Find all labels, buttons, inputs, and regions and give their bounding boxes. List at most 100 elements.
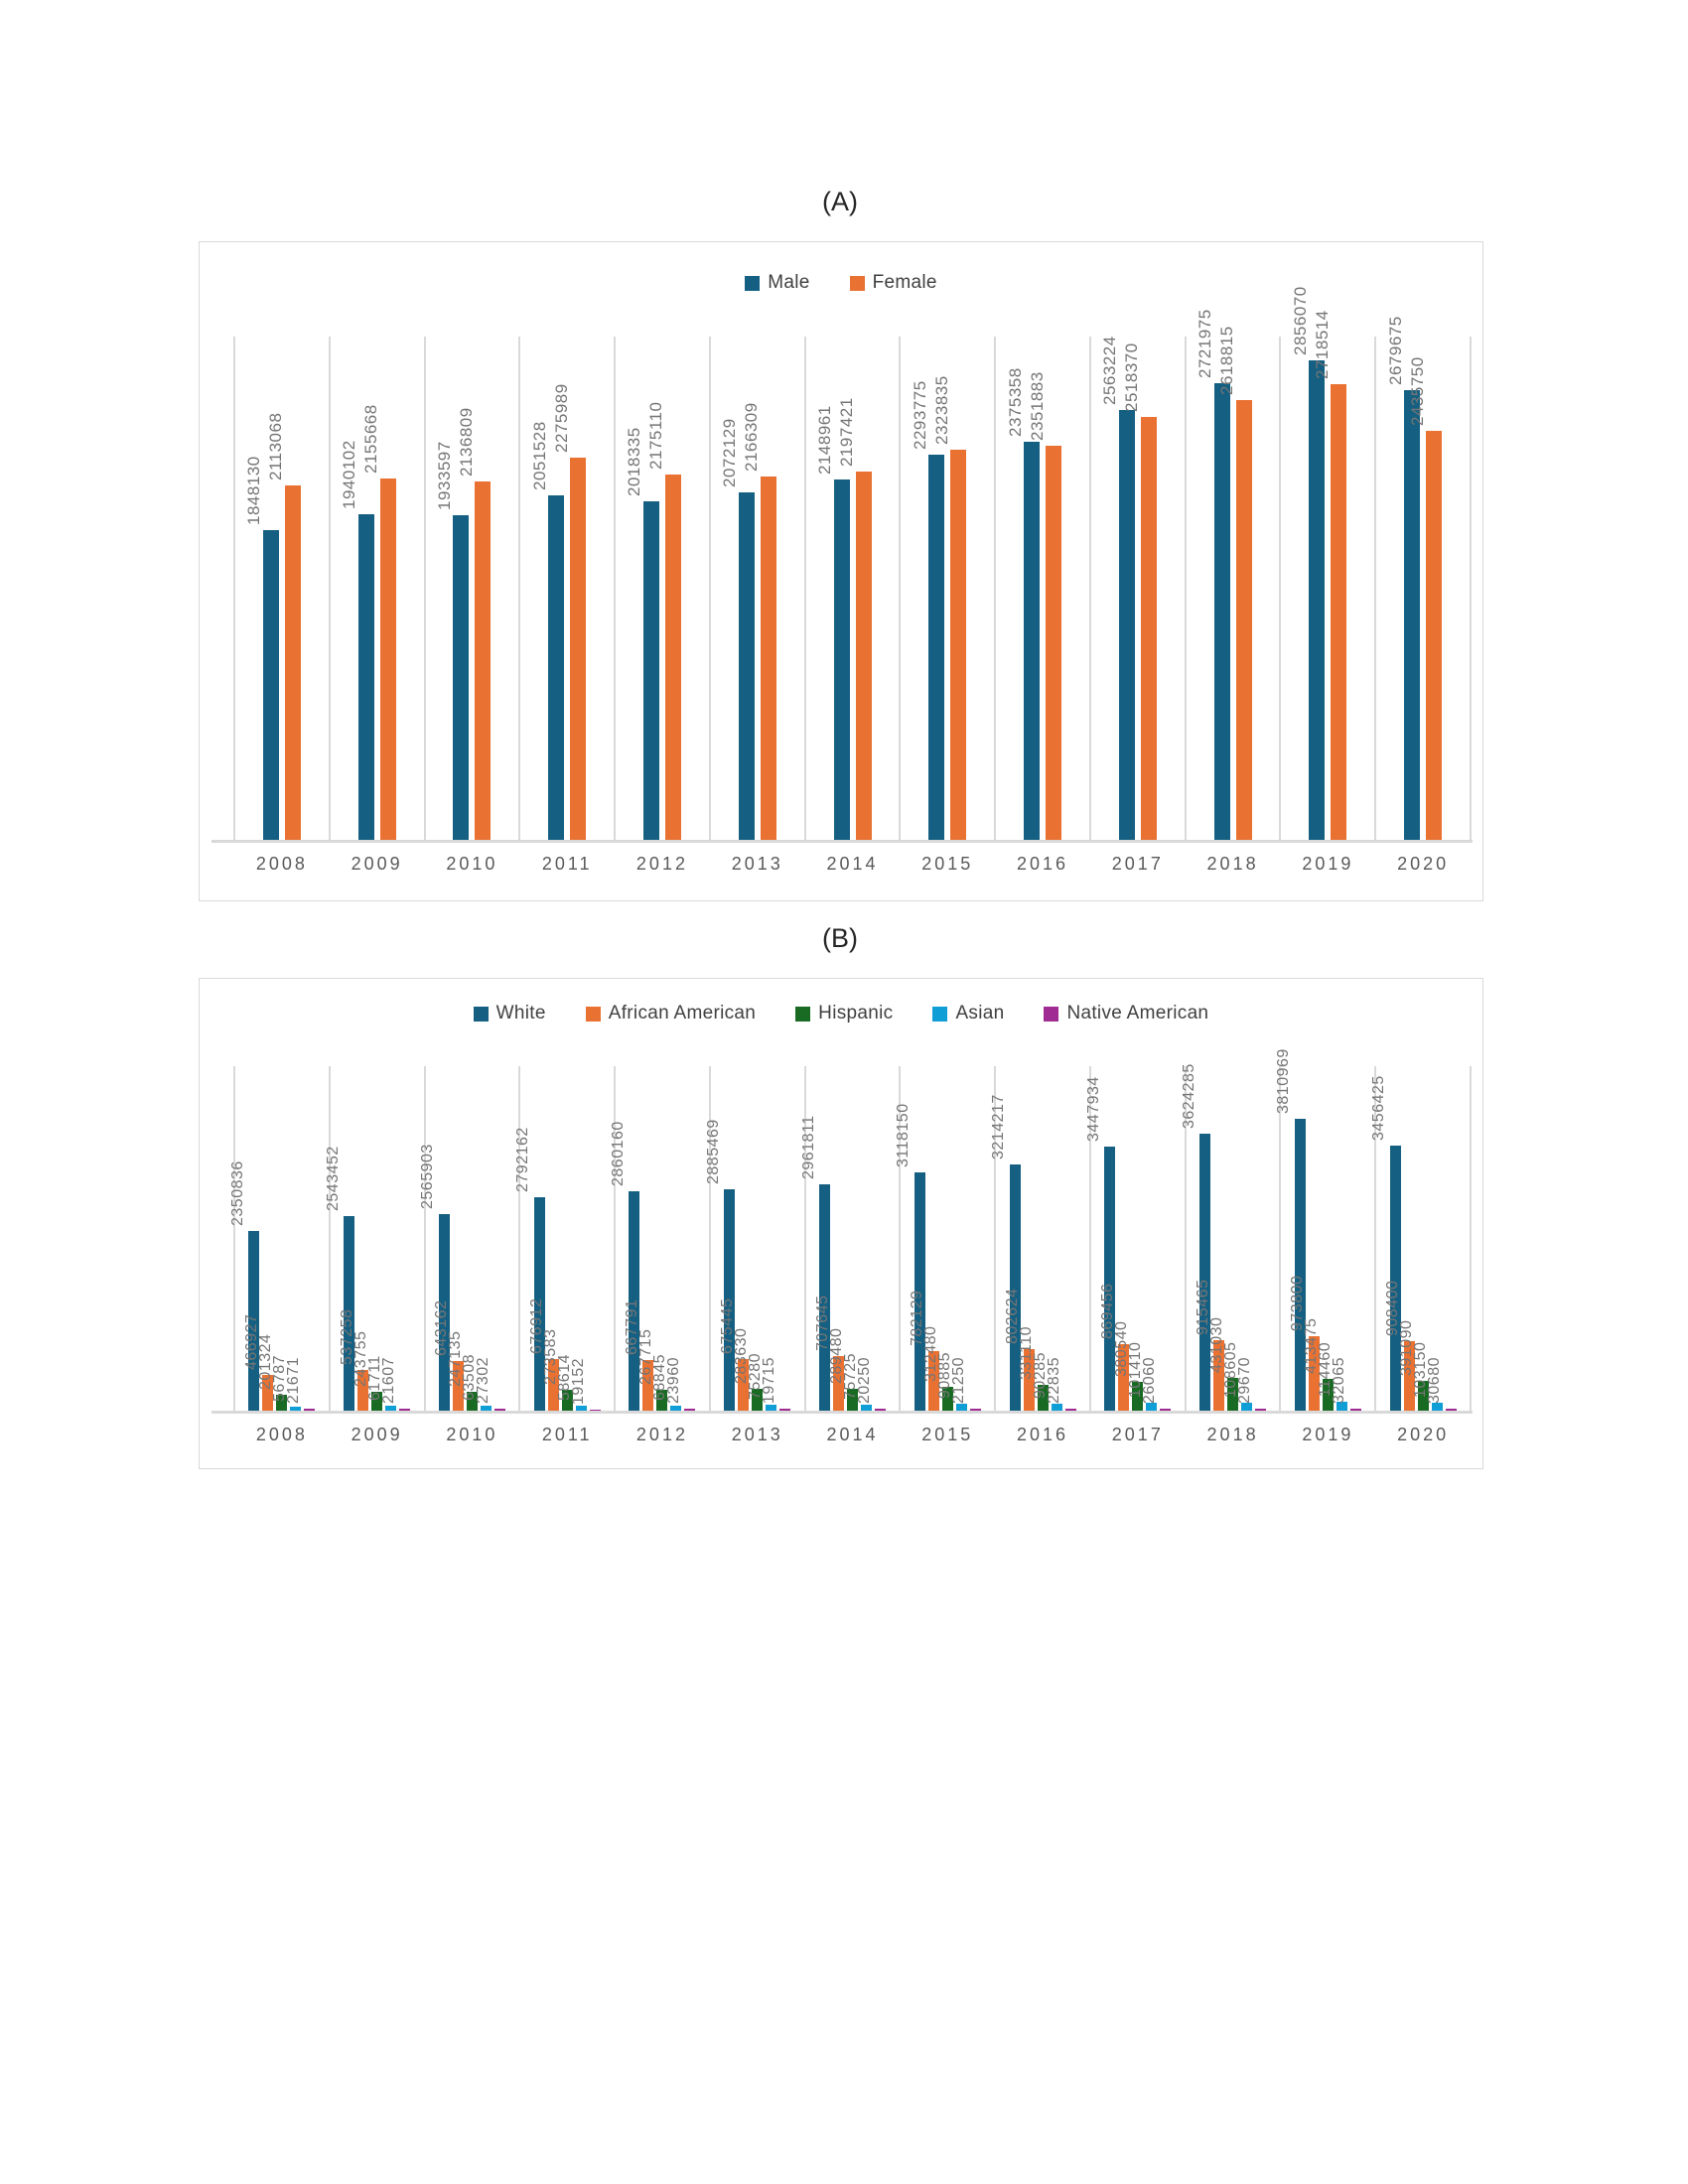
white-bar	[1389, 1146, 1401, 1411]
category-separator-line	[1374, 1066, 1377, 1411]
male-data-label: 2375358	[1005, 366, 1025, 437]
african-american-bar	[1213, 1340, 1225, 1411]
x-axis-tick-label: 2010	[446, 1425, 498, 1444]
legend-series-label: Asian	[955, 1003, 1005, 1024]
category-separator-line	[899, 337, 902, 840]
x-axis-tick-label: 2019	[1302, 854, 1354, 874]
x-axis-tick-label: 2009	[351, 854, 403, 874]
white-swatch-icon	[473, 1006, 489, 1022]
x-axis-tick-label: 2017	[1111, 854, 1164, 874]
white-bar	[1009, 1164, 1021, 1411]
x-axis-tick-label: 2017	[1111, 1425, 1164, 1444]
male-bar	[1118, 409, 1135, 840]
asian-bar	[480, 1406, 492, 1411]
native-american-data-label: 32065	[1331, 1356, 1348, 1404]
white-bar	[344, 1215, 355, 1411]
x-axis-tick-label: 2013	[731, 854, 783, 874]
legend: Male Female	[200, 272, 1482, 294]
hispanic-bar	[1132, 1381, 1144, 1411]
female-data-label: 2323835	[931, 375, 951, 446]
chart-a-title: (A)	[822, 187, 858, 216]
white-bar	[1294, 1119, 1306, 1411]
white-data-label: 3447934	[1084, 1076, 1102, 1143]
category-separator-line	[994, 337, 997, 840]
x-axis-tick-label: 2012	[635, 1425, 688, 1444]
female-bar	[1140, 417, 1157, 840]
female-bar	[664, 475, 681, 840]
white-data-label: 2565903	[419, 1144, 437, 1210]
hispanic-bar	[656, 1390, 668, 1411]
legend-item-hispanic: Hispanic	[795, 1003, 893, 1024]
legend-item-female: Female	[849, 272, 937, 294]
male-bar	[833, 478, 850, 840]
x-axis-tick-label: 2011	[541, 854, 593, 874]
female-swatch-icon	[849, 275, 865, 291]
white-data-label: 2792162	[514, 1126, 532, 1192]
african-american-bar	[547, 1358, 559, 1411]
legend-series-label: Male	[768, 272, 810, 293]
white-data-label: 3624285	[1180, 1062, 1197, 1129]
x-axis-tick-label: 2019	[1302, 1425, 1354, 1444]
hispanic-bar	[466, 1391, 478, 1411]
category-separator-line	[708, 1066, 711, 1411]
category-separator-line	[423, 1066, 426, 1411]
x-axis-tick-label: 2012	[635, 854, 688, 874]
native-american-data-label: 20250	[855, 1357, 873, 1405]
native-american-data-label: 30680	[1426, 1356, 1444, 1404]
x-axis-tick-label: 2020	[1397, 854, 1450, 874]
x-axis-tick-label: 2010	[446, 854, 498, 874]
female-data-label: 2136809	[456, 407, 476, 477]
female-data-label: 2113068	[266, 412, 286, 480]
male-bar	[548, 495, 565, 840]
female-bar	[475, 480, 492, 840]
category-separator-line	[1279, 1066, 1282, 1411]
female-bar	[1426, 431, 1443, 840]
male-data-label: 2856070	[1290, 286, 1310, 356]
category-separator-line	[1470, 337, 1472, 840]
female-bar	[284, 484, 301, 840]
white-bar	[248, 1230, 260, 1411]
category-separator-line	[708, 337, 711, 840]
female-bar	[570, 458, 587, 840]
african-american-bar	[1023, 1349, 1035, 1411]
african-american-bar	[357, 1369, 369, 1411]
white-bar	[914, 1171, 925, 1411]
male-bar	[1024, 441, 1041, 840]
x-axis-tick-label: 2018	[1206, 854, 1259, 874]
x-axis-line	[211, 840, 1473, 843]
white-bar	[629, 1191, 640, 1411]
female-bar	[1331, 383, 1347, 840]
white-data-label: 3810969	[1275, 1048, 1293, 1115]
x-axis-tick-label: 2015	[921, 854, 974, 874]
x-axis-tick-label: 2016	[1017, 854, 1069, 874]
white-data-label: 2350836	[228, 1160, 246, 1226]
female-data-label: 2435750	[1407, 356, 1427, 427]
male-data-label: 2072129	[720, 418, 740, 487]
hispanic-bar	[1322, 1379, 1334, 1411]
male-bar	[1309, 360, 1326, 840]
asian-bar	[955, 1403, 967, 1411]
white-bar	[819, 1183, 830, 1411]
asian-bar	[1051, 1404, 1062, 1411]
x-axis-tick-label: 2016	[1017, 1425, 1069, 1444]
white-bar	[1199, 1133, 1211, 1411]
hispanic-bar	[561, 1389, 573, 1411]
native-american-data-label: 19152	[570, 1357, 588, 1405]
male-swatch-icon	[745, 275, 761, 291]
male-data-label: 1940102	[340, 440, 359, 510]
asian-bar	[385, 1406, 397, 1411]
chart-a-frame: Male Female 2008 1848130 2113068 2009 1940102 2…	[199, 241, 1483, 901]
native-american-bar	[1445, 1408, 1457, 1411]
category-separator-line	[423, 337, 426, 840]
female-bar	[1046, 445, 1062, 840]
category-separator-line	[614, 1066, 617, 1411]
legend-series-label: Native American	[1066, 1003, 1209, 1024]
hispanic-bar	[847, 1388, 858, 1411]
asian-swatch-icon	[932, 1006, 948, 1022]
male-bar	[928, 455, 945, 840]
category-separator-line	[233, 1066, 235, 1411]
male-data-label: 2721975	[1196, 309, 1215, 378]
african-american-bar	[738, 1358, 750, 1411]
category-separator-line	[1470, 1066, 1472, 1411]
